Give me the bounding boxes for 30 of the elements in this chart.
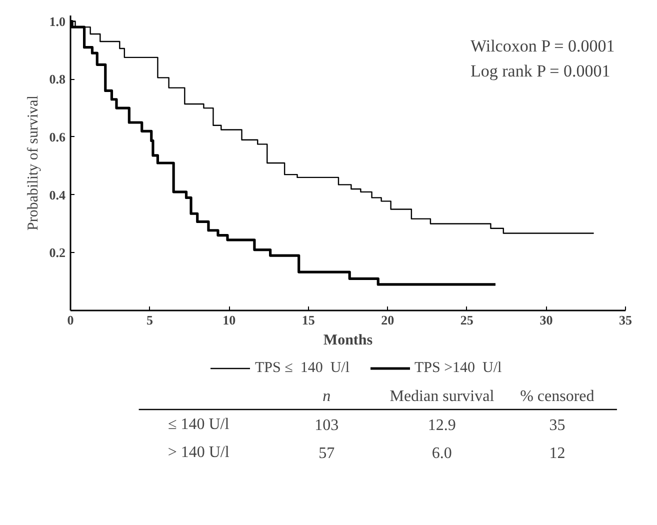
- text: 103: [314, 417, 339, 434]
- text: % censored: [520, 388, 594, 405]
- y-axis-title: Probability of survival: [25, 95, 42, 230]
- text: 12.9: [428, 417, 456, 434]
- text: Median survival: [390, 388, 495, 405]
- y-tick-label: 0.4: [49, 187, 66, 202]
- text: > 140 U/l: [168, 444, 230, 461]
- text: ≤ 140 U/l: [168, 416, 230, 433]
- text: 12: [549, 445, 566, 462]
- y-tick-label: 1.0: [49, 14, 66, 29]
- annotation: Log rank P = 0.0001: [470, 62, 610, 80]
- text: 57: [318, 445, 335, 462]
- x-tick-label: 10: [222, 312, 236, 328]
- legend-label: TPS ≤ 140 U/l: [255, 360, 350, 376]
- text: 35: [549, 417, 566, 434]
- legend-label: TPS >140 U/l: [414, 360, 502, 376]
- text: n: [322, 388, 331, 405]
- y-tick-label: 0.2: [49, 245, 66, 260]
- annotation: Wilcoxon P = 0.0001: [470, 36, 615, 56]
- y-tick-label: 0.6: [49, 129, 66, 144]
- x-tick-label: 30: [540, 312, 553, 328]
- x-tick-label: 5: [146, 312, 154, 328]
- x-tick-label: 20: [381, 312, 394, 328]
- x-axis-title: Months: [323, 332, 373, 348]
- x-tick-label: 25: [460, 312, 474, 328]
- text: 6.0: [432, 445, 452, 462]
- y-tick-label: 0.8: [49, 72, 66, 87]
- x-tick-label: 35: [619, 312, 632, 328]
- x-tick-label: 0: [67, 312, 74, 328]
- x-tick-label: 15: [302, 312, 316, 328]
